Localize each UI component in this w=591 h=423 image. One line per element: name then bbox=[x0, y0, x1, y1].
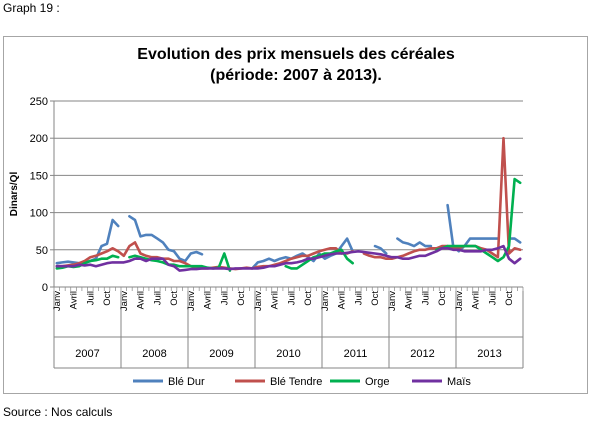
legend-entry: Blé Dur bbox=[168, 376, 205, 388]
series-segment bbox=[284, 248, 355, 270]
month-tick-label: Juil bbox=[219, 291, 230, 305]
year-label: 2010 bbox=[276, 348, 300, 360]
month-tick-label: Janv bbox=[186, 291, 197, 311]
month-tick-label: Juil bbox=[487, 291, 498, 305]
month-tick-label: Janv bbox=[454, 291, 465, 311]
month-tick-label: Avril bbox=[69, 291, 80, 309]
y-tick-label: 50 bbox=[36, 245, 48, 257]
graph-caption: Graph 19 : bbox=[3, 1, 60, 15]
series-segment bbox=[373, 244, 388, 255]
year-label: 2013 bbox=[477, 348, 501, 360]
month-tick-label: Avril bbox=[337, 291, 348, 309]
y-tick-label: 0 bbox=[42, 282, 48, 294]
year-label: 2008 bbox=[142, 348, 166, 360]
month-tick-label: Avril bbox=[404, 291, 415, 309]
year-label: 2011 bbox=[344, 348, 368, 360]
month-tick-label: Juil bbox=[152, 291, 163, 305]
month-tick-label: Juil bbox=[420, 291, 431, 305]
month-tick-label: Oct bbox=[370, 291, 381, 306]
month-tick-label: Juil bbox=[286, 291, 297, 305]
month-tick-label: Oct bbox=[236, 291, 247, 306]
month-tick-label: Janv bbox=[253, 291, 264, 311]
month-tick-label: Avril bbox=[471, 291, 482, 309]
legend-entry: Maïs bbox=[447, 376, 471, 388]
month-tick-label: Juil bbox=[353, 291, 364, 305]
year-label: 2009 bbox=[209, 348, 233, 360]
month-tick-label: Juil bbox=[85, 291, 96, 305]
chart-subtitle: (période: 2007 à 2013). bbox=[210, 67, 382, 84]
series-segment bbox=[396, 237, 433, 248]
chart-title: Evolution des prix mensuels des céréales bbox=[137, 46, 455, 63]
month-tick-label: Oct bbox=[504, 291, 515, 306]
series-line bbox=[55, 244, 522, 272]
year-label: 2007 bbox=[75, 348, 99, 360]
legend-entry: Blé Tendre bbox=[270, 376, 322, 388]
y-axis-label: Dinars/Ql bbox=[9, 172, 20, 217]
series-segment bbox=[128, 215, 204, 263]
y-tick-label: 200 bbox=[30, 133, 48, 145]
month-tick-label: Oct bbox=[102, 291, 113, 306]
year-label: 2012 bbox=[410, 348, 434, 360]
month-tick-label: Janv bbox=[320, 291, 331, 311]
month-tick-label: Avril bbox=[203, 291, 214, 309]
month-tick-label: Oct bbox=[303, 291, 314, 306]
y-tick-label: 100 bbox=[30, 208, 48, 220]
month-tick-label: Janv bbox=[52, 291, 63, 311]
source-caption: Source : Nos calculs bbox=[3, 405, 113, 419]
month-tick-label: Avril bbox=[270, 291, 281, 309]
y-tick-label: 150 bbox=[30, 170, 48, 182]
chart-frame bbox=[3, 36, 588, 394]
month-tick-label: Oct bbox=[169, 291, 180, 306]
month-tick-label: Oct bbox=[437, 291, 448, 306]
month-tick-label: Janv bbox=[119, 291, 130, 311]
y-tick-label: 250 bbox=[30, 96, 48, 108]
series-segment bbox=[55, 244, 522, 272]
month-tick-label: Janv bbox=[387, 291, 398, 311]
legend-entry: Orge bbox=[365, 376, 389, 388]
series-segment bbox=[362, 136, 522, 261]
month-tick-label: Avril bbox=[136, 291, 147, 309]
